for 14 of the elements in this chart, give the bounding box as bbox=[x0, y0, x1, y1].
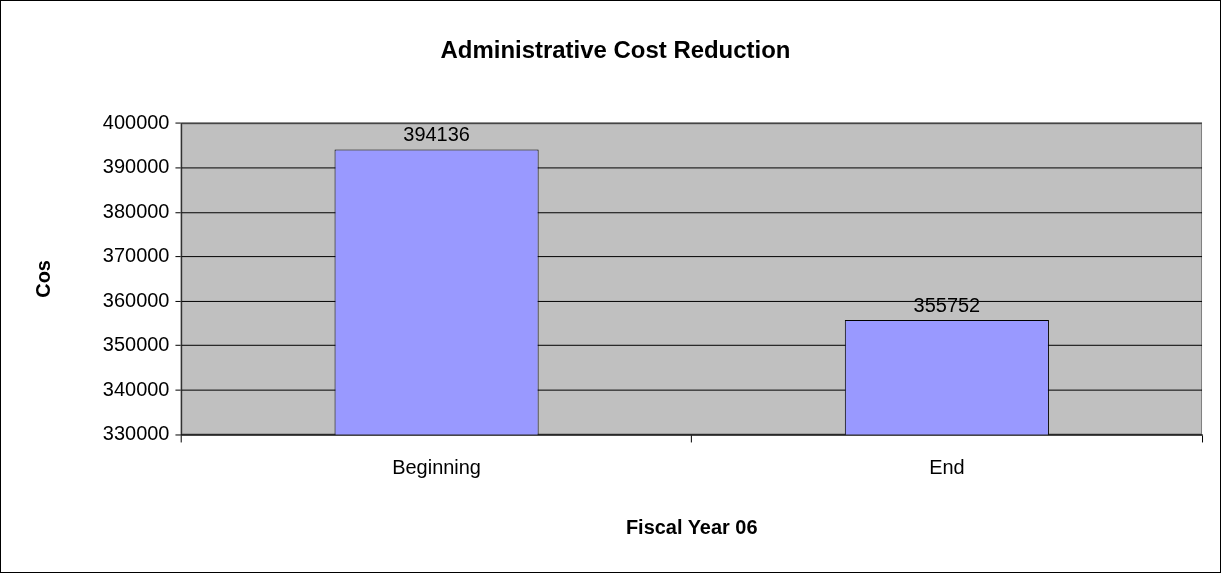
y-tick-label: 360000 bbox=[102, 288, 170, 311]
y-tick-label: 370000 bbox=[102, 244, 170, 267]
y-tick-label: 380000 bbox=[102, 199, 170, 222]
y-tick-label: 390000 bbox=[102, 155, 170, 178]
chart-title: Administrative Cost Reduction bbox=[440, 35, 791, 63]
y-tick-label: 340000 bbox=[102, 377, 170, 400]
y-tick-label: 400000 bbox=[102, 110, 170, 133]
x-tick-label: End bbox=[929, 455, 965, 478]
y-tick-label: 330000 bbox=[102, 421, 170, 444]
y-axis-title: Cos bbox=[32, 260, 55, 298]
x-axis-title: Fiscal Year 06 bbox=[625, 515, 758, 538]
y-tick-label: 350000 bbox=[102, 333, 170, 356]
x-tick-label: Beginning bbox=[392, 455, 481, 478]
data-label: 394136 bbox=[403, 123, 470, 145]
